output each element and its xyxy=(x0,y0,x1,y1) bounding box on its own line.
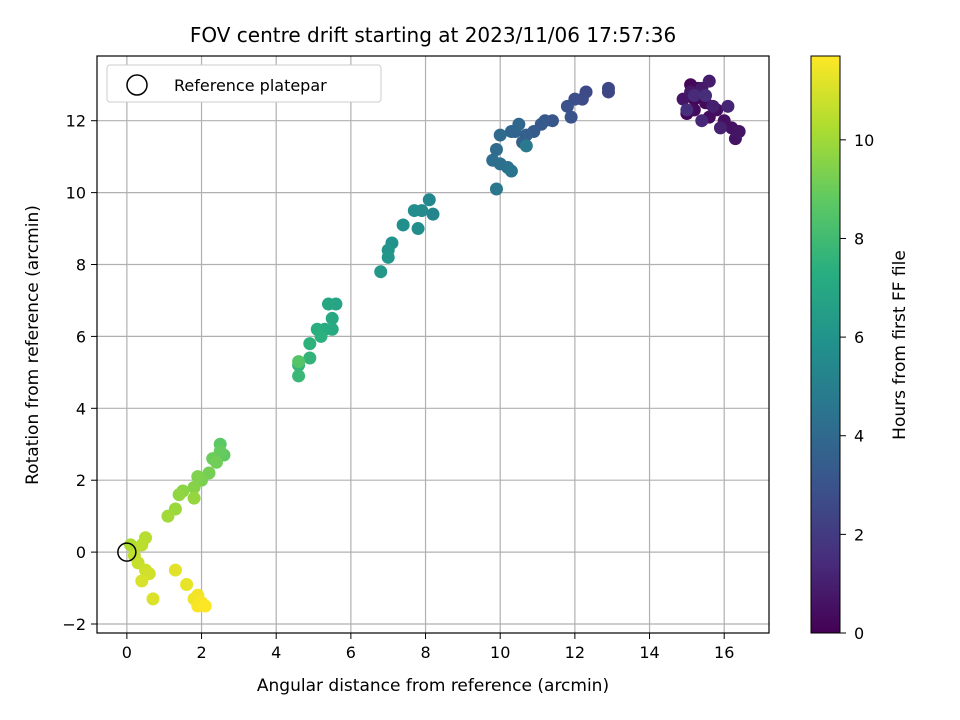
colorbar-tick-label-1: 2 xyxy=(854,525,864,544)
x-tick-label-0: 0 xyxy=(122,643,132,662)
x-tick-label-8: 16 xyxy=(714,643,734,662)
x-axis-ticks: 0 2 4 6 8 10 12 14 16 xyxy=(122,633,734,662)
legend-box xyxy=(106,64,382,103)
data-point-67 xyxy=(292,369,306,383)
data-point-52 xyxy=(396,218,410,232)
x-tick-label-1: 2 xyxy=(196,643,206,662)
grid xyxy=(97,56,769,633)
data-point-24 xyxy=(601,81,615,95)
colorbar: 0 2 4 6 8 10 Hours from first FF file xyxy=(810,55,910,643)
legend-reference-symbol xyxy=(126,74,148,96)
chart-title: FOV centre drift starting at 2023/11/06 … xyxy=(190,23,676,47)
colorbar-ticks: 0 2 4 6 8 10 xyxy=(840,131,874,643)
data-point-29 xyxy=(564,110,578,124)
colorbar-tick-label-2: 4 xyxy=(854,427,864,446)
data-point-77 xyxy=(187,480,201,494)
y-axis-label: Rotation from reference (arcmin) xyxy=(23,205,43,485)
x-axis-label: Angular distance from reference (arcmin) xyxy=(257,676,609,696)
data-point-73 xyxy=(209,455,223,469)
colorbar-tick-label-5: 10 xyxy=(854,131,874,150)
legend: Reference platepar xyxy=(106,64,382,103)
y-tick-label-0: −2 xyxy=(62,615,86,634)
data-point-91 xyxy=(135,574,149,588)
plot-frame xyxy=(96,55,770,634)
legend-label-reference: Reference platepar xyxy=(174,76,327,95)
data-point-47 xyxy=(426,207,440,221)
data-point-21 xyxy=(699,89,713,103)
x-tick-label-2: 4 xyxy=(271,643,281,662)
data-point-15 xyxy=(702,74,716,88)
data-point-45 xyxy=(489,182,503,196)
data-point-20 xyxy=(687,89,701,103)
data-point-58 xyxy=(321,297,335,311)
data-point-64 xyxy=(303,337,317,351)
data-point-93 xyxy=(168,563,182,577)
data-point-19 xyxy=(695,114,709,128)
colorbar-tick-label-0: 0 xyxy=(854,624,864,643)
y-tick-label-1: 0 xyxy=(76,543,86,562)
data-point-17 xyxy=(713,121,727,135)
y-tick-label-6: 10 xyxy=(66,184,86,203)
data-point-18 xyxy=(721,99,735,113)
y-tick-label-4: 6 xyxy=(76,327,86,346)
data-point-59 xyxy=(325,311,339,325)
colorbar-gradient xyxy=(810,55,841,634)
data-point-80 xyxy=(187,491,201,505)
colorbar-label: Hours from first FF file xyxy=(890,250,910,440)
data-point-79 xyxy=(172,488,186,502)
data-point-76 xyxy=(191,470,205,484)
colorbar-tick-label-4: 8 xyxy=(854,229,864,248)
data-points xyxy=(124,74,746,613)
data-point-50 xyxy=(407,204,421,218)
data-point-86 xyxy=(135,538,149,552)
data-point-51 xyxy=(411,222,425,236)
y-tick-label-3: 4 xyxy=(76,399,86,418)
data-point-56 xyxy=(374,265,388,279)
data-point-46 xyxy=(519,139,533,153)
data-point-40 xyxy=(489,142,503,156)
data-point-68 xyxy=(292,355,306,369)
data-point-63 xyxy=(314,329,328,343)
y-axis-ticks: −2 0 2 4 6 8 10 12 xyxy=(62,112,97,634)
x-tick-label-3: 6 xyxy=(346,643,356,662)
data-point-92 xyxy=(146,592,160,606)
y-tick-label-5: 8 xyxy=(76,256,86,275)
x-tick-label-6: 12 xyxy=(565,643,585,662)
data-point-48 xyxy=(422,193,436,207)
data-point-38 xyxy=(512,117,526,131)
data-point-22 xyxy=(680,103,694,117)
x-tick-label-5: 10 xyxy=(490,643,510,662)
data-point-39 xyxy=(493,128,507,142)
data-point-55 xyxy=(381,250,395,264)
y-tick-label-7: 12 xyxy=(66,112,86,131)
x-tick-label-7: 14 xyxy=(639,643,659,662)
data-point-94 xyxy=(180,577,194,591)
data-point-82 xyxy=(161,509,175,523)
y-tick-label-2: 2 xyxy=(76,471,86,490)
data-point-11 xyxy=(732,124,746,138)
data-point-65 xyxy=(303,351,317,365)
data-point-99 xyxy=(198,599,212,613)
data-point-44 xyxy=(504,164,518,178)
x-tick-label-4: 8 xyxy=(420,643,430,662)
data-point-16 xyxy=(706,99,720,113)
colorbar-tick-label-3: 6 xyxy=(854,328,864,347)
data-point-28 xyxy=(560,99,574,113)
reference-platepar-marker xyxy=(117,542,137,562)
